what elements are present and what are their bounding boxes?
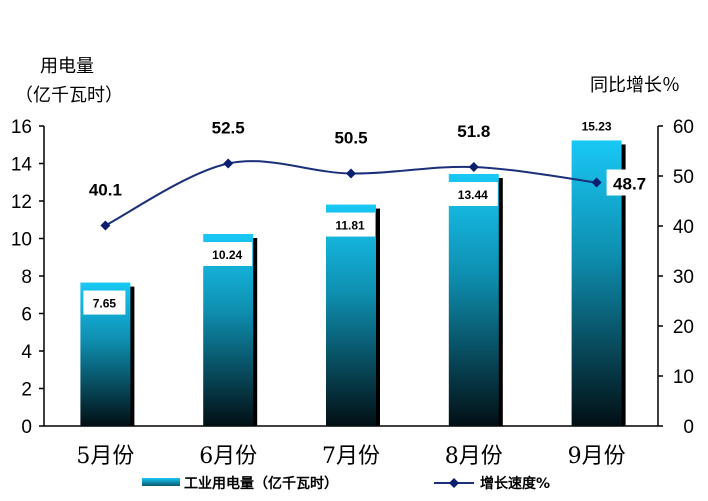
legend-line-marker — [449, 478, 459, 488]
y-right-tick-label: 0 — [683, 417, 694, 438]
bar-label-box — [202, 242, 253, 266]
line-point-marker — [468, 162, 479, 172]
y-right-ticks: 0 10 20 30 40 50 60 — [658, 117, 694, 438]
y-left-tick-label: 4 — [21, 342, 32, 363]
y-left-tick-label: 12 — [11, 192, 32, 213]
y-right-tick-label: 40 — [673, 217, 694, 238]
category-label: 5月份 — [76, 444, 134, 469]
line-point-marker — [346, 168, 356, 179]
legend-bar-label: 工业用电量（亿千瓦时） — [184, 475, 338, 492]
bar-series: 7.65 10.24 11.81 13.44 15.23 — [80, 119, 626, 426]
y-left-tick-label: 0 — [21, 417, 32, 438]
legend-bar-swatch — [142, 478, 180, 486]
line-point-marker — [100, 220, 111, 231]
line-value-label: 48.7 — [613, 175, 646, 194]
bar-value-label: 13.44 — [458, 188, 488, 202]
y-right-tick-label: 60 — [673, 117, 694, 138]
category-label: 6月份 — [199, 444, 257, 469]
y-left-tick-label: 16 — [11, 117, 32, 138]
bar — [448, 174, 499, 426]
line-value-label: 40.1 — [89, 181, 122, 200]
legend: 工业用电量（亿千瓦时） 增长速度% — [142, 475, 550, 492]
y-left-tick-label: 6 — [21, 305, 32, 326]
y-left-title-line2: （亿千瓦时） — [15, 85, 123, 106]
bar-label-box — [447, 182, 498, 206]
y-right-title: 同比增长％ — [590, 75, 680, 96]
bar-value-label: 7.65 — [93, 297, 117, 311]
line-value-label: 50.5 — [334, 129, 367, 148]
line-value-label: 52.5 — [212, 119, 245, 138]
line-series: 40.1 52.5 50.5 51.8 48.7 — [89, 119, 653, 231]
y-right-tick-label: 50 — [673, 167, 694, 188]
y-left-tick-label: 8 — [21, 267, 32, 288]
bar — [326, 204, 376, 426]
bar-value-label: 15.23 — [582, 119, 612, 133]
y-right-tick-label: 10 — [673, 367, 694, 388]
bar-value-label: 11.81 — [335, 219, 365, 233]
line-label-box — [606, 169, 653, 196]
y-right-tick-label: 30 — [673, 267, 694, 288]
legend-line-label: 增长速度% — [480, 475, 550, 492]
bar-label-box — [325, 212, 375, 237]
y-left-tick-label: 10 — [11, 230, 32, 251]
line-value-label: 51.8 — [457, 122, 490, 141]
category-label: 9月份 — [568, 444, 626, 469]
bar-value-label: 10.24 — [212, 248, 242, 262]
y-left-tick-label: 14 — [11, 155, 33, 176]
bar-label-box — [83, 290, 126, 315]
y-right-tick-label: 20 — [673, 317, 694, 338]
y-left-ticks: 0 2 4 6 8 10 12 14 16 — [11, 117, 44, 438]
line-point-marker — [591, 177, 602, 188]
category-label: 7月份 — [322, 444, 380, 469]
category-label: 8月份 — [445, 444, 503, 469]
y-left-title-line1: 用电量 — [40, 56, 94, 77]
y-left-tick-label: 2 — [21, 380, 32, 401]
category-labels: 5月份 6月份 7月份 8月份 9月份 — [76, 444, 625, 469]
line-point-marker — [223, 158, 234, 169]
